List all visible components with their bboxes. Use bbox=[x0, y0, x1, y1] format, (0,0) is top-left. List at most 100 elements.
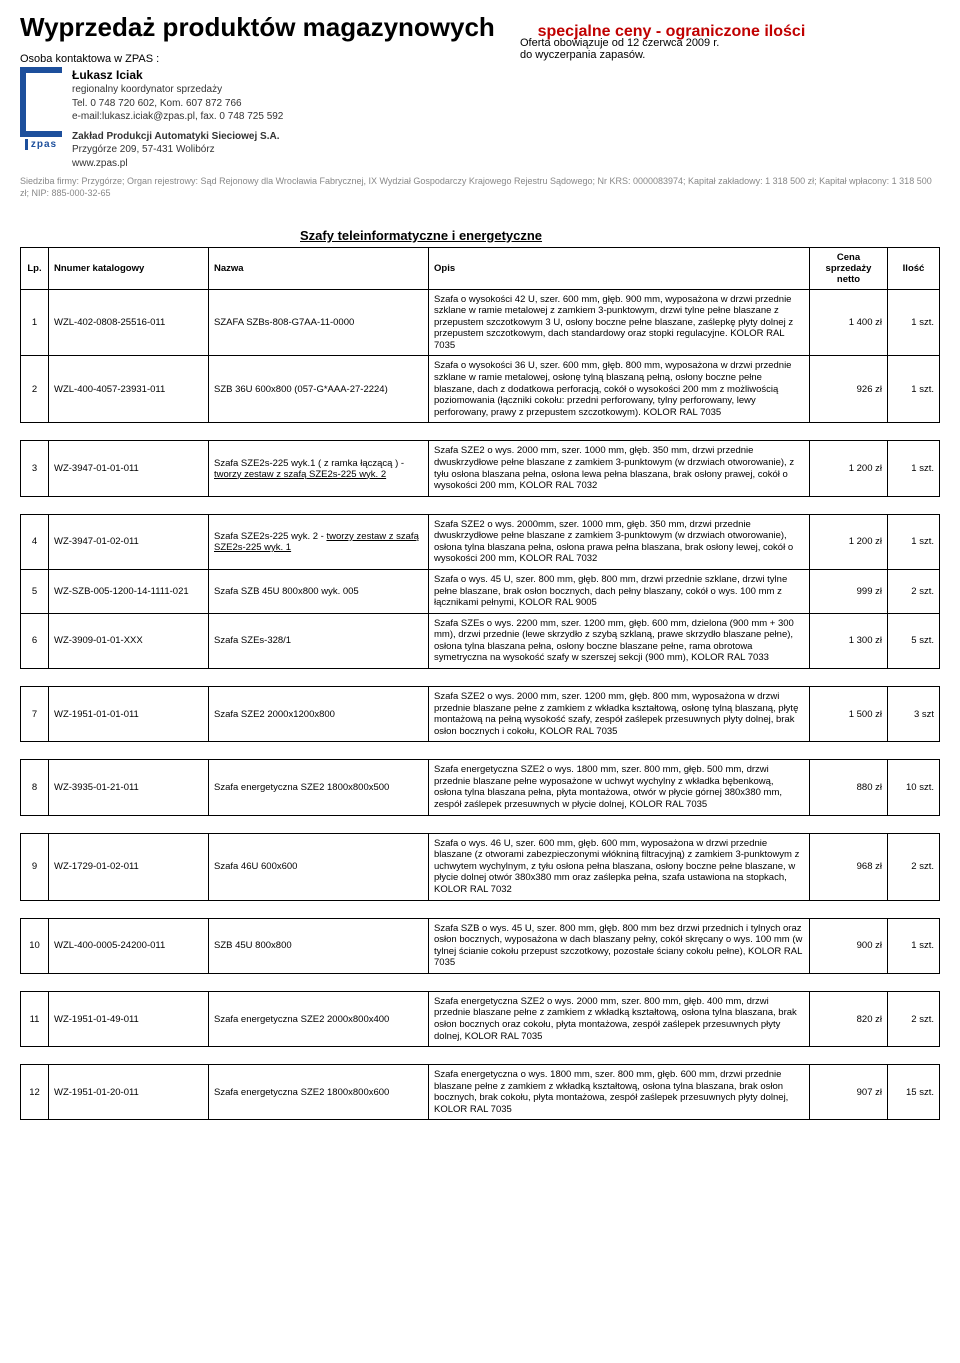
cell-opis: Szafa energetyczna SZE2 o wys. 1800 mm, … bbox=[429, 760, 810, 815]
table-row: 4WZ-3947-01-02-011Szafa SZE2s-225 wyk. 2… bbox=[21, 514, 940, 569]
logo-shape-icon bbox=[20, 67, 62, 137]
cell-ilosc: 2 szt. bbox=[888, 991, 940, 1046]
table-row: 10WZL-400-0005-24200-011SZB 45U 800x800S… bbox=[21, 918, 940, 973]
col-ilosc: Ilość bbox=[888, 247, 940, 289]
cell-katalog: WZ-3947-01-01-011 bbox=[49, 441, 209, 496]
table-row: 12WZ-1951-01-20-011Szafa energetyczna SZ… bbox=[21, 1065, 940, 1120]
cell-lp: 3 bbox=[21, 441, 49, 496]
cell-ilosc: 1 szt. bbox=[888, 918, 940, 973]
cell-opis: Szafa SZE2 o wys. 2000mm, szer. 1000 mm,… bbox=[429, 514, 810, 569]
cell-opis: Szafa SZE2 o wys. 2000 mm, szer. 1200 mm… bbox=[429, 687, 810, 742]
cell-cena: 968 zł bbox=[810, 833, 888, 900]
cell-lp: 2 bbox=[21, 356, 49, 423]
brand-mark: zpas bbox=[25, 139, 57, 150]
cell-cena: 926 zł bbox=[810, 356, 888, 423]
cell-cena: 907 zł bbox=[810, 1065, 888, 1120]
cell-katalog: WZ-1951-01-20-011 bbox=[49, 1065, 209, 1120]
cell-katalog: WZ-3947-01-02-011 bbox=[49, 514, 209, 569]
cell-ilosc: 5 szt. bbox=[888, 613, 940, 668]
col-katalog: Nnumer katalogowy bbox=[49, 247, 209, 289]
products-table: Lp. Nnumer katalogowy Nazwa Opis Cena sp… bbox=[20, 247, 940, 1121]
cell-nazwa: Szafa energetyczna SZE2 1800x800x500 bbox=[209, 760, 429, 815]
cell-lp: 8 bbox=[21, 760, 49, 815]
cell-ilosc: 1 szt. bbox=[888, 289, 940, 356]
cell-nazwa: SZAFA SZBs-808-G7AA-11-0000 bbox=[209, 289, 429, 356]
table-row: 7WZ-1951-01-01-011Szafa SZE2 2000x1200x8… bbox=[21, 687, 940, 742]
cell-lp: 1 bbox=[21, 289, 49, 356]
cell-ilosc: 1 szt. bbox=[888, 356, 940, 423]
table-header-row: Lp. Nnumer katalogowy Nazwa Opis Cena sp… bbox=[21, 247, 940, 289]
col-lp: Lp. bbox=[21, 247, 49, 289]
cell-lp: 7 bbox=[21, 687, 49, 742]
cell-opis: Szafa o wys. 45 U, szer. 800 mm, głęb. 8… bbox=[429, 569, 810, 613]
cell-katalog: WZ-1951-01-49-011 bbox=[49, 991, 209, 1046]
cell-ilosc: 15 szt. bbox=[888, 1065, 940, 1120]
cell-nazwa: Szafa SZE2 2000x1200x800 bbox=[209, 687, 429, 742]
cell-opis: Szafa SZEs o wys. 2200 mm, szer. 1200 mm… bbox=[429, 613, 810, 668]
cell-lp: 12 bbox=[21, 1065, 49, 1120]
cell-nazwa: Szafa SZB 45U 800x800 wyk. 005 bbox=[209, 569, 429, 613]
contact-role: regionalny koordynator sprzedaży bbox=[72, 83, 283, 97]
cell-ilosc: 10 szt. bbox=[888, 760, 940, 815]
cell-opis: Szafa o wysokości 36 U, szer. 600 mm, gł… bbox=[429, 356, 810, 423]
col-opis: Opis bbox=[429, 247, 810, 289]
cell-cena: 900 zł bbox=[810, 918, 888, 973]
cell-opis: Szafa energetyczna SZE2 o wys. 2000 mm, … bbox=[429, 991, 810, 1046]
company-footnote: Siedziba firmy: Przygórze; Organ rejestr… bbox=[20, 176, 940, 199]
cell-cena: 820 zł bbox=[810, 991, 888, 1046]
table-row: 6WZ-3909-01-01-XXXSzafa SZEs-328/1Szafa … bbox=[21, 613, 940, 668]
cell-nazwa: Szafa 46U 600x600 bbox=[209, 833, 429, 900]
cell-nazwa: Szafa SZEs-328/1 bbox=[209, 613, 429, 668]
table-row: 9WZ-1729-01-02-011Szafa 46U 600x600Szafa… bbox=[21, 833, 940, 900]
cell-opis: Szafa o wys. 46 U, szer. 600 mm, głęb. 6… bbox=[429, 833, 810, 900]
contact-email-fax: e-mail:lukasz.iciak@zpas.pl, fax. 0 748 … bbox=[72, 110, 283, 124]
cell-lp: 4 bbox=[21, 514, 49, 569]
contact-firm: Zakład Produkcji Automatyki Sieciowej S.… bbox=[72, 130, 283, 144]
cell-katalog: WZL-402-0808-25516-011 bbox=[49, 289, 209, 356]
cell-cena: 1 200 zł bbox=[810, 514, 888, 569]
cell-cena: 1 500 zł bbox=[810, 687, 888, 742]
cell-cena: 1 400 zł bbox=[810, 289, 888, 356]
cell-ilosc: 2 szt. bbox=[888, 569, 940, 613]
cell-opis: Szafa energetyczna o wys. 1800 mm, szer.… bbox=[429, 1065, 810, 1120]
table-row: 11WZ-1951-01-49-011Szafa energetyczna SZ… bbox=[21, 991, 940, 1046]
cell-ilosc: 1 szt. bbox=[888, 514, 940, 569]
cell-opis: Szafa SZE2 o wys. 2000 mm, szer. 1000 mm… bbox=[429, 441, 810, 496]
page-title: Wyprzedaż produktów magazynowych bbox=[20, 12, 495, 42]
cell-ilosc: 1 szt. bbox=[888, 441, 940, 496]
table-row: 8WZ-3935-01-21-011Szafa energetyczna SZE… bbox=[21, 760, 940, 815]
cell-katalog: WZ-3909-01-01-XXX bbox=[49, 613, 209, 668]
cell-opis: Szafa o wysokości 42 U, szer. 600 mm, gł… bbox=[429, 289, 810, 356]
cell-cena: 880 zł bbox=[810, 760, 888, 815]
cell-lp: 9 bbox=[21, 833, 49, 900]
cell-katalog: WZL-400-4057-23931-011 bbox=[49, 356, 209, 423]
cell-nazwa: Szafa SZE2s-225 wyk. 2 - tworzy zestaw z… bbox=[209, 514, 429, 569]
col-cena: Cena sprzedaży netto bbox=[810, 247, 888, 289]
contact-web: www.zpas.pl bbox=[72, 157, 283, 171]
cell-nazwa: Szafa energetyczna SZE2 2000x800x400 bbox=[209, 991, 429, 1046]
offer-line-2: do wyczerpania zapasów. bbox=[520, 49, 940, 61]
cell-nazwa: Szafa energetyczna SZE2 1800x800x600 bbox=[209, 1065, 429, 1120]
table-row: 5WZ-SZB-005-1200-14-1111-021Szafa SZB 45… bbox=[21, 569, 940, 613]
contact-tel: Tel. 0 748 720 602, Kom. 607 872 766 bbox=[72, 97, 283, 111]
cell-opis: Szafa SZB o wys. 45 U, szer. 800 mm, głę… bbox=[429, 918, 810, 973]
cell-katalog: WZ-SZB-005-1200-14-1111-021 bbox=[49, 569, 209, 613]
table-row: 3WZ-3947-01-01-011Szafa SZE2s-225 wyk.1 … bbox=[21, 441, 940, 496]
cell-lp: 6 bbox=[21, 613, 49, 668]
col-nazwa: Nazwa bbox=[209, 247, 429, 289]
brand-icon: zpas bbox=[20, 67, 62, 170]
contact-text: Łukasz Iciak regionalny koordynator sprz… bbox=[72, 67, 283, 170]
cell-katalog: WZ-1951-01-01-011 bbox=[49, 687, 209, 742]
cell-ilosc: 3 szt bbox=[888, 687, 940, 742]
cell-lp: 10 bbox=[21, 918, 49, 973]
cell-lp: 5 bbox=[21, 569, 49, 613]
contact-address: Przygórze 209, 57-431 Wolibórz bbox=[72, 143, 283, 157]
table-row: 1WZL-402-0808-25516-011SZAFA SZBs-808-G7… bbox=[21, 289, 940, 356]
cell-cena: 1 300 zł bbox=[810, 613, 888, 668]
cell-cena: 999 zł bbox=[810, 569, 888, 613]
section-title: Szafy teleinformatyczne i energetyczne bbox=[300, 228, 940, 243]
contact-card: zpas Łukasz Iciak regionalny koordynator… bbox=[20, 67, 940, 170]
cell-cena: 1 200 zł bbox=[810, 441, 888, 496]
cell-nazwa: Szafa SZE2s-225 wyk.1 ( z ramka łączącą … bbox=[209, 441, 429, 496]
header: Wyprzedaż produktów magazynowych specjal… bbox=[20, 12, 940, 43]
